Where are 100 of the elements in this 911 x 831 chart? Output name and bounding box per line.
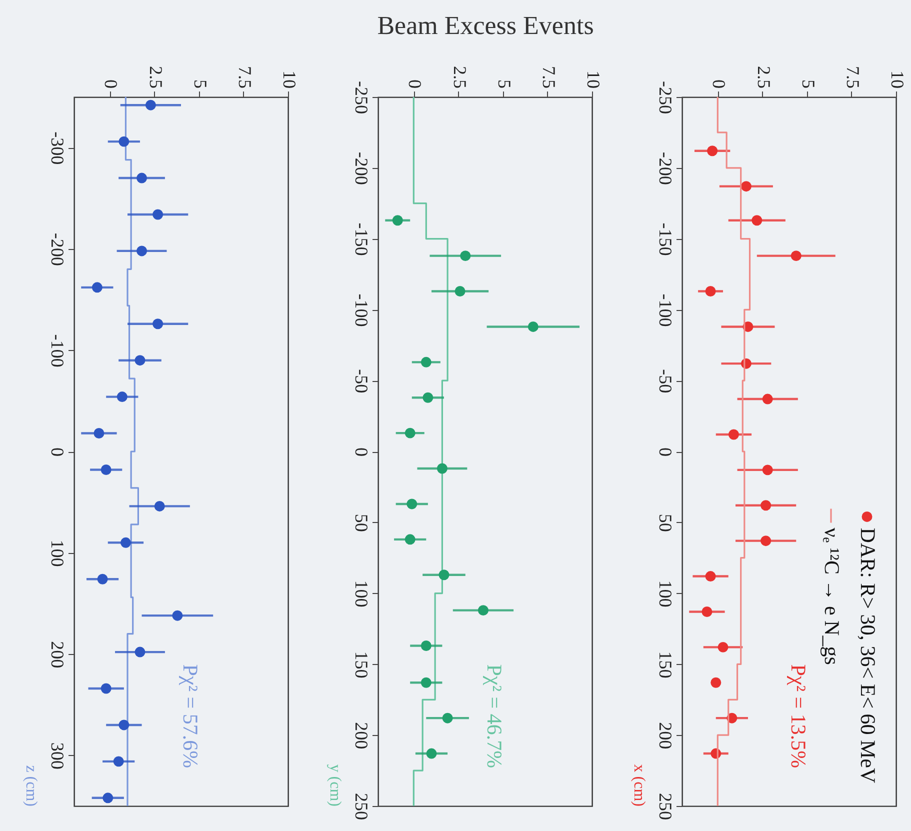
annotation: Pχ² = 46.7% bbox=[482, 664, 507, 768]
y-tick-label: 0 bbox=[48, 448, 68, 456]
point bbox=[702, 606, 712, 617]
y-tick-label: -100 bbox=[48, 334, 68, 368]
y-tick-label: -50 bbox=[656, 369, 676, 394]
y-tick-label: 50 bbox=[352, 514, 372, 532]
point bbox=[528, 321, 538, 332]
point bbox=[752, 215, 762, 226]
x-tick-label: 5 bbox=[494, 80, 514, 88]
point bbox=[707, 146, 718, 156]
y-tick-label: 150 bbox=[352, 651, 372, 678]
point bbox=[420, 640, 432, 651]
x-tick-label: 7.5 bbox=[538, 66, 559, 88]
y-tick-label: 250 bbox=[352, 793, 372, 820]
point bbox=[102, 792, 114, 804]
y-tick-label: 100 bbox=[48, 540, 68, 567]
point bbox=[420, 677, 432, 688]
y-tick-label: 200 bbox=[352, 722, 372, 750]
point bbox=[422, 392, 434, 403]
point bbox=[406, 498, 418, 510]
point bbox=[790, 250, 802, 262]
point bbox=[404, 534, 416, 545]
point bbox=[420, 356, 432, 368]
y-tick-label: -50 bbox=[352, 369, 372, 394]
y-tick-label: 0 bbox=[352, 448, 372, 456]
point bbox=[172, 610, 183, 621]
y-tick-label: 250 bbox=[656, 793, 676, 820]
x-tick-label: 2.5 bbox=[754, 66, 774, 88]
point bbox=[460, 250, 471, 262]
y-tick-label: -250 bbox=[352, 81, 372, 114]
y-tick-label: -300 bbox=[48, 132, 68, 165]
point bbox=[154, 500, 165, 512]
y-tick-label: 0 bbox=[656, 448, 676, 456]
annotation: Pχ² = 13.5% bbox=[786, 664, 811, 768]
point bbox=[710, 677, 722, 688]
y-tick-label: -250 bbox=[656, 81, 676, 114]
point bbox=[145, 100, 156, 110]
point bbox=[136, 246, 148, 256]
x-tick-label: 10 bbox=[584, 70, 604, 88]
y-tick-label: -150 bbox=[656, 222, 676, 256]
point bbox=[152, 209, 164, 220]
y-tick-label: 200 bbox=[656, 722, 676, 750]
point bbox=[442, 712, 453, 724]
point bbox=[454, 286, 466, 296]
y-axis-title: x (cm) bbox=[630, 764, 648, 806]
point bbox=[728, 429, 739, 440]
x-tick-label: 2.5 bbox=[450, 66, 470, 88]
y-tick-label: 200 bbox=[48, 641, 68, 668]
legend-label: DAR: R> 30, 36< E< 60 MeV bbox=[856, 528, 880, 784]
y-axis-title: y (cm) bbox=[326, 764, 344, 806]
point bbox=[438, 570, 450, 580]
y-tick-label: -200 bbox=[656, 152, 676, 185]
point bbox=[392, 215, 403, 226]
x-tick-label: 5 bbox=[798, 80, 818, 88]
point bbox=[152, 318, 164, 330]
x-tick-label: 10 bbox=[888, 70, 908, 88]
x-tick-label: 10 bbox=[280, 70, 300, 88]
point bbox=[120, 537, 131, 548]
x-tick-label: 7.5 bbox=[842, 66, 863, 88]
y-tick-label: 300 bbox=[48, 742, 68, 770]
y-tick-label: 150 bbox=[656, 651, 676, 678]
point bbox=[92, 282, 102, 293]
line-series bbox=[716, 96, 751, 807]
point bbox=[426, 748, 437, 759]
legend-label: νₑ ¹²C → e N_gs bbox=[820, 528, 844, 665]
point bbox=[116, 392, 128, 402]
point bbox=[97, 574, 108, 584]
y-tick-label: -150 bbox=[352, 222, 372, 256]
y-tick-label: -100 bbox=[656, 294, 676, 327]
point bbox=[705, 286, 716, 296]
point bbox=[113, 756, 124, 767]
point bbox=[478, 605, 488, 616]
x-tick-label: 0 bbox=[101, 80, 122, 88]
point bbox=[134, 355, 146, 366]
y-tick-label: -200 bbox=[352, 152, 372, 185]
line-series bbox=[412, 96, 448, 807]
point bbox=[436, 463, 448, 474]
point bbox=[705, 571, 716, 582]
point bbox=[134, 646, 146, 658]
x-tick-label: 2.5 bbox=[146, 66, 166, 88]
y-tick-label: 50 bbox=[656, 514, 676, 532]
y-tick-label: 100 bbox=[352, 580, 372, 608]
x-tick-label: 0 bbox=[405, 80, 426, 88]
point bbox=[118, 720, 130, 730]
point bbox=[404, 428, 416, 438]
point bbox=[94, 428, 104, 438]
point bbox=[100, 464, 112, 475]
annotation: Pχ² = 57.6% bbox=[178, 664, 203, 768]
x-tick-label: 0 bbox=[709, 80, 730, 88]
point bbox=[118, 136, 130, 147]
point bbox=[740, 181, 752, 192]
x-axis-title: Beam Excess Events bbox=[377, 11, 594, 40]
point bbox=[718, 642, 728, 652]
point bbox=[760, 536, 772, 546]
point bbox=[762, 464, 773, 476]
y-axis-title: z (cm) bbox=[22, 765, 40, 806]
point bbox=[760, 500, 772, 511]
y-tick-label: -200 bbox=[48, 232, 68, 266]
point bbox=[762, 394, 773, 404]
point bbox=[136, 172, 148, 184]
